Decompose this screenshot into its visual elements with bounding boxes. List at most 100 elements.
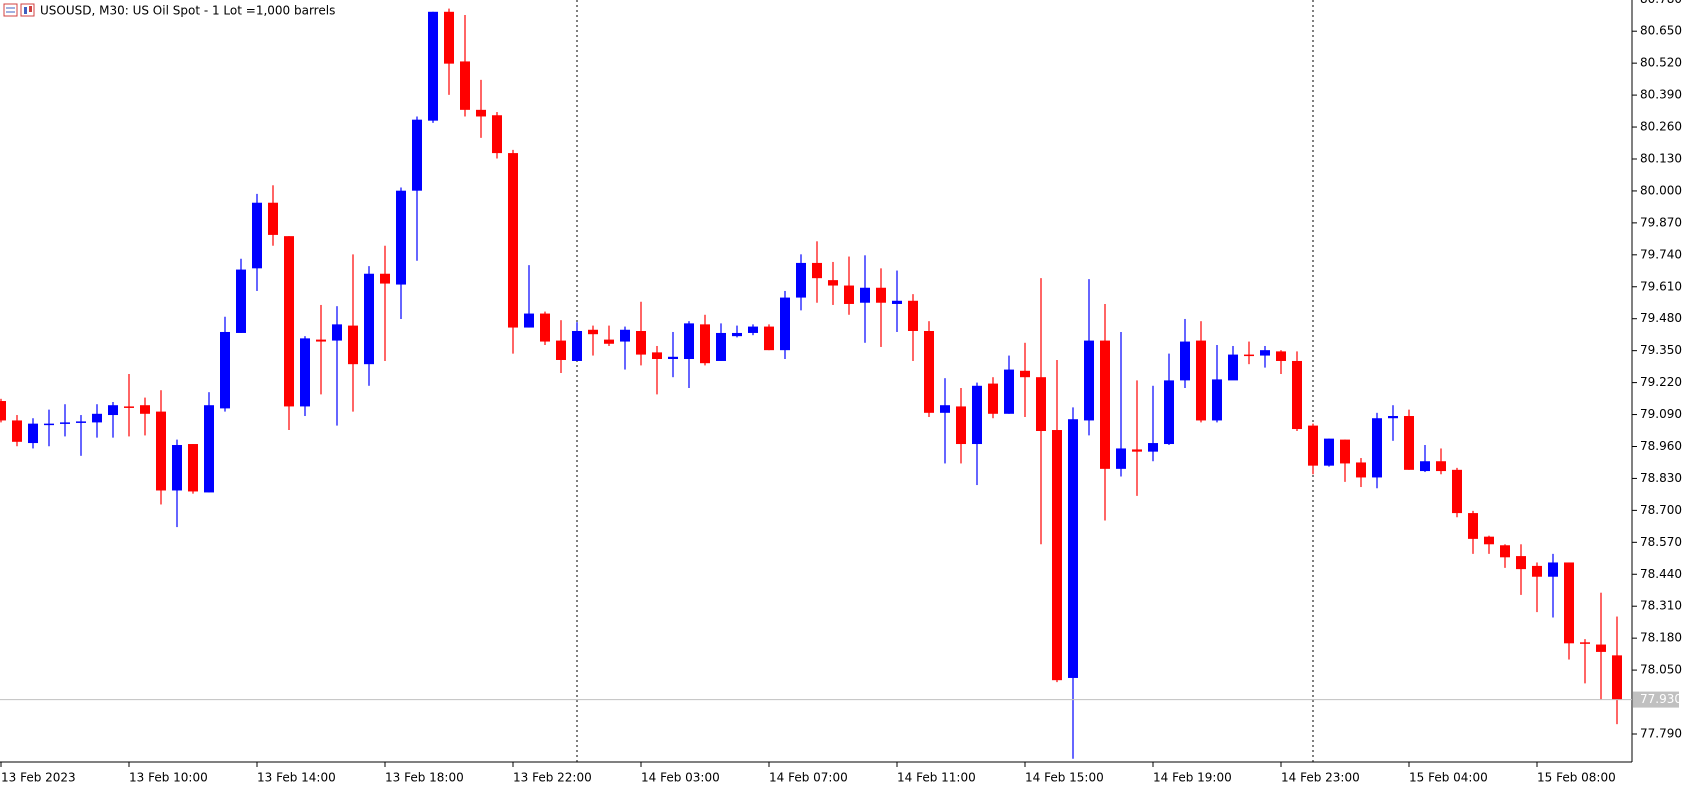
y-tick-label: 80.000 <box>1640 183 1682 197</box>
candle-body <box>1500 545 1510 558</box>
y-tick-label: 80.650 <box>1640 24 1682 38</box>
candle-body <box>1084 340 1094 421</box>
candle-body <box>1516 556 1526 570</box>
x-tick-label: 14 Feb 07:00 <box>769 771 848 785</box>
x-tick-label: 13 Feb 2023 <box>1 771 76 785</box>
candle-body <box>556 340 566 360</box>
x-tick-label: 14 Feb 23:00 <box>1281 771 1360 785</box>
candle-body <box>444 11 454 64</box>
candle-body <box>172 445 182 491</box>
candle-body <box>1068 419 1078 678</box>
candle-body <box>428 11 438 121</box>
y-tick-label: 80.130 <box>1640 151 1682 165</box>
candle-body <box>0 401 6 421</box>
candle-body <box>652 352 662 360</box>
candle-body <box>620 329 630 342</box>
candle-body <box>828 280 838 286</box>
x-tick-label: 13 Feb 22:00 <box>513 771 592 785</box>
candle-body <box>972 385 982 445</box>
candle-body <box>956 406 966 445</box>
candle-body <box>636 330 646 355</box>
candle-body <box>1276 351 1286 361</box>
current-price-box <box>1633 691 1679 708</box>
icon-bar <box>29 6 32 12</box>
candle-body <box>844 285 854 304</box>
candle-body <box>876 287 886 303</box>
candle-body <box>908 300 918 331</box>
candle-body <box>1308 425 1318 466</box>
candle-body <box>1260 350 1270 356</box>
candle-body <box>316 339 326 342</box>
candle-body <box>668 356 678 360</box>
candle-body <box>140 405 150 414</box>
candle-body <box>524 313 534 328</box>
candle-body <box>1036 377 1046 432</box>
candle-body <box>300 338 310 407</box>
candle-body <box>1196 340 1206 421</box>
y-tick-label: 80.520 <box>1640 56 1682 70</box>
y-tick-label: 80.260 <box>1640 120 1682 134</box>
y-tick-label: 79.610 <box>1640 279 1682 293</box>
candle-body <box>1148 443 1158 452</box>
candle-body <box>716 332 726 361</box>
candle-body <box>1340 439 1350 464</box>
y-tick-label: 78.050 <box>1640 663 1682 677</box>
candle-body <box>1404 416 1414 470</box>
candle-body <box>92 413 102 423</box>
candle-body <box>1100 340 1110 469</box>
candle-body <box>1004 369 1014 414</box>
y-tick-label: 78.570 <box>1640 535 1682 549</box>
candle-body <box>124 406 134 408</box>
y-tick-label: 78.310 <box>1640 599 1682 613</box>
candle-body <box>1388 416 1398 419</box>
candle-body <box>684 323 694 360</box>
candle-body <box>1228 354 1238 381</box>
x-tick-label: 15 Feb 04:00 <box>1409 771 1488 785</box>
candle-body <box>332 324 342 341</box>
candle-body <box>1356 462 1366 478</box>
candle-body <box>204 405 214 493</box>
x-tick-label: 15 Feb 08:00 <box>1537 771 1616 785</box>
candle-body <box>268 202 278 235</box>
candle-body <box>1052 430 1062 681</box>
y-tick-label: 79.090 <box>1640 407 1682 421</box>
y-tick-label: 80.390 <box>1640 88 1682 102</box>
y-tick-label: 78.440 <box>1640 567 1682 581</box>
x-tick-label: 13 Feb 14:00 <box>257 771 336 785</box>
candle-body <box>940 405 950 413</box>
y-tick-label: 78.700 <box>1640 503 1682 517</box>
candle-body <box>492 115 502 154</box>
candle-body <box>236 269 246 333</box>
y-tick-label: 78.180 <box>1640 631 1682 645</box>
candle-body <box>396 190 406 285</box>
candle-body <box>748 326 758 333</box>
candle-body <box>540 313 550 342</box>
y-tick-label: 79.870 <box>1640 215 1682 229</box>
candle-body <box>1132 449 1142 452</box>
y-tick-label: 77.790 <box>1640 726 1682 740</box>
candle-body <box>892 300 902 304</box>
candle-body <box>1436 461 1446 472</box>
y-tick-label: 79.740 <box>1640 247 1682 261</box>
candle-body <box>860 287 870 303</box>
candle-body <box>1596 644 1606 652</box>
candle-body <box>1452 469 1462 514</box>
candle-body <box>1116 448 1126 469</box>
candle-body <box>1548 562 1558 577</box>
candle-body <box>364 273 374 365</box>
candle-body <box>348 325 358 365</box>
chart-title: USOUSD, M30: US Oil Spot - 1 Lot =1,000 … <box>40 4 335 18</box>
candle-body <box>780 297 790 351</box>
candle-body <box>252 202 262 269</box>
candle-body <box>476 109 486 117</box>
candle-body <box>460 61 470 110</box>
candle-body <box>188 444 198 492</box>
icon <box>20 3 35 17</box>
candle-body <box>508 153 518 328</box>
x-tick-label: 13 Feb 10:00 <box>129 771 208 785</box>
candle-body <box>1292 360 1302 430</box>
candle-body <box>76 421 86 423</box>
x-tick-label: 13 Feb 18:00 <box>385 771 464 785</box>
candle-body <box>924 330 934 413</box>
